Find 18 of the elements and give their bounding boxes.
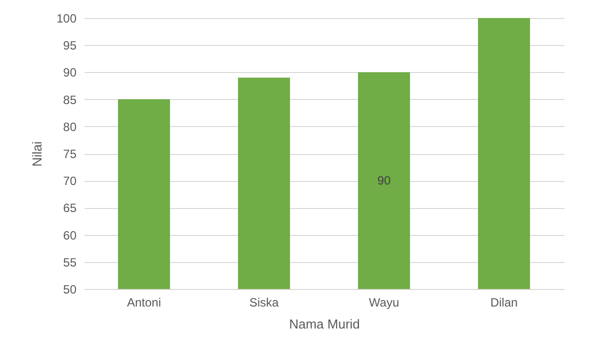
y-tick-label: 60 [63, 228, 77, 242]
x-tick-label: Siska [249, 296, 279, 310]
y-tick-label: 55 [63, 255, 77, 270]
y-tick-label: 80 [63, 120, 77, 134]
x-tick-label: Wayu [368, 296, 400, 310]
y-tick-label: 50 [63, 282, 77, 296]
y-tick-label: 75 [63, 147, 77, 161]
y-tick-label: 90 [63, 66, 77, 80]
y-tick-label: 70 [63, 174, 77, 188]
y-tick-label: 65 [63, 201, 77, 216]
y-tick-label: 85 [63, 92, 77, 107]
x-tick-label: Dilan [490, 296, 518, 310]
y-axis-title: Nilai [29, 141, 44, 167]
x-tick-label: Antoni [126, 296, 162, 310]
y-tick-label: 95 [63, 38, 77, 53]
x-axis-title: Nama Murid [289, 316, 360, 332]
y-tick-label: 100 [56, 12, 77, 26]
data-label: 90 [377, 174, 391, 188]
